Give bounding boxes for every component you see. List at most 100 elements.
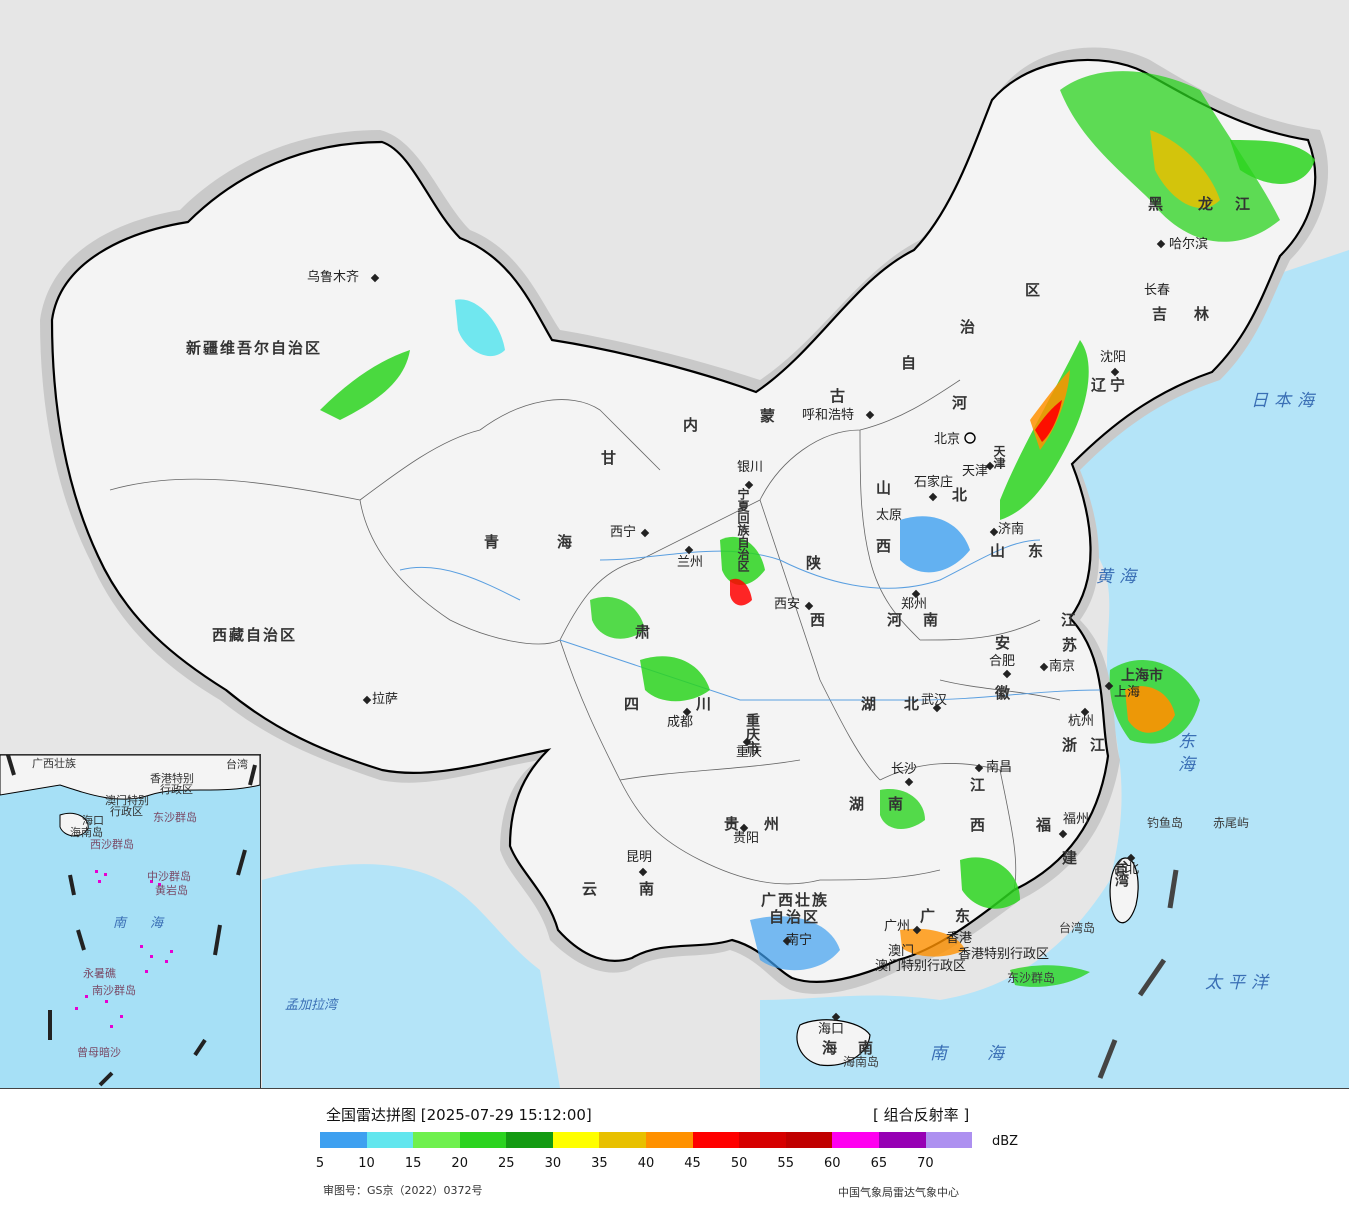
prov-ningxia: 宁夏回族自治区 <box>736 488 750 572</box>
prov-qinghai-1: 青 <box>484 533 502 551</box>
prov-zhejiang-2: 江 <box>1090 736 1108 754</box>
sea-south: 南海 <box>930 1044 1044 1064</box>
scale-tick-label: 20 <box>451 1156 468 1171</box>
island-hainan: 海南岛 <box>843 1055 880 1069</box>
prov-hebei-2: 北 <box>952 486 970 504</box>
color-swatch <box>506 1132 553 1148</box>
color-swatch <box>785 1132 833 1148</box>
scale-tick-label: 50 <box>730 1156 748 1171</box>
city-lanzhou: 兰州 <box>677 555 704 570</box>
city-changchun: 长春 <box>1144 283 1171 298</box>
prov-yunnan-2: 南 <box>639 880 657 898</box>
inset-zhongsha: 中沙群岛 <box>147 870 191 883</box>
prov-hubei-2: 北 <box>904 695 922 713</box>
prov-xinjiang: 新疆维吾尔自治区 <box>186 339 323 357</box>
scale-tick-label: 45 <box>684 1156 701 1171</box>
city-nanchang: 南昌 <box>986 760 1013 775</box>
prov-nmg-3: 古 <box>830 387 848 405</box>
city-chengdu: 成都 <box>667 715 694 730</box>
prov-jiangsu-2: 苏 <box>1062 636 1080 654</box>
approval-number: 审图号：GS京（2022）0372号 <box>323 1184 483 1197</box>
prov-guangdong-1: 广 <box>920 907 938 925</box>
island-dongsha: 东沙群岛 <box>1007 971 1056 985</box>
city-shanghai: 上海 <box>1114 685 1141 700</box>
color-swatch <box>320 1132 367 1148</box>
city-kunming: 昆明 <box>626 850 653 865</box>
city-wuhan: 武汉 <box>921 693 948 708</box>
city-jinan: 济南 <box>998 522 1025 537</box>
prov-guizhou-1: 贵 <box>724 815 742 833</box>
prov-nmg-1: 内 <box>683 416 701 434</box>
prov-shanghai: 上海市 <box>1121 668 1163 684</box>
color-swatch <box>552 1132 600 1148</box>
prov-jiangxi-2: 西 <box>970 816 988 834</box>
prov-liaoning-1: 辽 <box>1091 376 1109 394</box>
prov-qinghai-2: 海 <box>557 533 575 551</box>
scale-tick-label: 15 <box>404 1156 422 1171</box>
scale-tick-label: 35 <box>591 1156 608 1171</box>
city-fuzhou: 福州 <box>1063 812 1090 827</box>
scale-tick-label: 5 <box>315 1156 325 1171</box>
prov-guizhou-2: 州 <box>764 815 782 833</box>
color-swatch <box>413 1132 460 1148</box>
macau-sar-label: 澳门特别行政区 <box>875 959 967 974</box>
prov-hainan-1: 海 <box>822 1039 840 1057</box>
city-hangzhou: 杭州 <box>1068 714 1095 729</box>
sea-yellow: 黄海 <box>1096 567 1142 587</box>
scale-tick-label: 55 <box>777 1156 794 1171</box>
city-nanning: 南宁 <box>786 933 813 948</box>
island-taiwan: 台湾岛 <box>1059 921 1096 935</box>
city-taiyuan: 太原 <box>876 508 903 523</box>
prov-henan-2: 南 <box>923 611 941 629</box>
city-yinchuan: 银川 <box>737 460 764 475</box>
city-hongkong: 香港 <box>946 931 973 946</box>
prov-shanxi-1: 山 <box>876 479 894 497</box>
prov-xizang: 西藏自治区 <box>212 626 298 644</box>
color-swatch <box>599 1132 647 1148</box>
prov-gansu-1: 甘 <box>601 449 619 467</box>
radar-echoes <box>320 71 1315 987</box>
prov-gansu-2: 肃 <box>635 623 653 641</box>
province-borders <box>109 379 1061 891</box>
prov-jilin-2: 林 <box>1194 305 1212 323</box>
prov-hlj-2: 龙 <box>1198 195 1216 213</box>
color-swatch <box>832 1132 879 1148</box>
prov-yunnan-1: 云 <box>582 880 600 898</box>
legend-unit: dBZ <box>992 1134 1019 1149</box>
prov-guangdong-2: 东 <box>955 907 973 925</box>
prov-anhui-1: 安 <box>995 634 1013 652</box>
prov-liaoning-2: 宁 <box>1110 376 1128 394</box>
sea-pacific: 太平洋 <box>1205 973 1274 993</box>
city-chongqing: 重庆 <box>736 745 763 760</box>
east-sea-area <box>760 250 1349 1088</box>
hainan-island <box>796 1019 871 1067</box>
color-swatch <box>925 1132 973 1148</box>
inset-hai: 海 <box>150 916 164 931</box>
sea-bengal: 孟加拉湾 <box>285 998 338 1013</box>
radar-map: 新疆维吾尔自治区 西藏自治区 青 海 甘 肃 内 蒙 古 自 治 区 宁夏回族自… <box>0 0 1349 1089</box>
sea-japan: 日本海 <box>1251 391 1320 411</box>
prov-fujian-2: 建 <box>1062 849 1080 867</box>
prov-hubei-1: 湖 <box>861 695 879 713</box>
prov-jiangsu-1: 江 <box>1061 611 1079 629</box>
prov-nmg-2: 蒙 <box>760 407 778 425</box>
scale-tick-label: 70 <box>917 1156 934 1171</box>
beijing-marker <box>964 432 976 444</box>
island-chiwei: 赤尾屿 <box>1213 816 1250 830</box>
inset-hk-1: 香港特别 <box>150 772 194 785</box>
city-changsha: 长沙 <box>891 762 918 777</box>
inset-haikou: 海口 <box>82 814 104 827</box>
prov-shandong-2: 东 <box>1028 542 1046 560</box>
prov-taiwan: 台湾 <box>1113 859 1129 887</box>
prov-hebei-1: 河 <box>952 394 970 412</box>
city-tianjin: 天津 <box>962 464 989 479</box>
prov-shaanxi-2: 西 <box>810 611 828 629</box>
city-shenyang: 沈阳 <box>1100 350 1127 365</box>
city-nanjing: 南京 <box>1049 659 1076 674</box>
prov-nmg-4: 自 <box>901 354 919 372</box>
city-urumqi: 乌鲁木齐 <box>307 270 360 285</box>
south-china-sea-inset: 广西壮族 台湾 香港特别 行政区 澳门特别 行政区 海口 海南岛 东沙群岛 西沙… <box>0 754 261 1088</box>
color-swatch <box>739 1132 786 1148</box>
inset-hk-2: 行政区 <box>160 783 193 796</box>
sea-boundaries <box>1097 869 1179 1079</box>
